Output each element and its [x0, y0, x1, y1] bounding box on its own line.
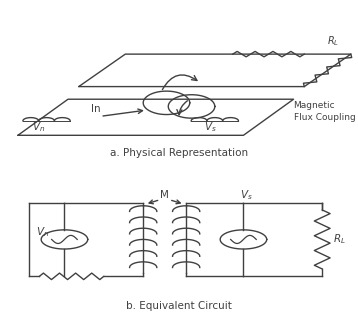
- Text: $V_s$: $V_s$: [204, 120, 217, 134]
- Text: Magnetic
Flux Coupling: Magnetic Flux Coupling: [294, 101, 355, 122]
- Text: $R_L$: $R_L$: [327, 34, 339, 48]
- Text: $V_n$: $V_n$: [36, 225, 49, 239]
- Text: $V_s$: $V_s$: [240, 188, 253, 202]
- Text: $R_L$: $R_L$: [333, 233, 346, 246]
- Text: a. Physical Representation: a. Physical Representation: [110, 148, 248, 158]
- Text: $\mathrm{In}$: $\mathrm{In}$: [90, 102, 100, 114]
- Text: b. Equivalent Circuit: b. Equivalent Circuit: [126, 301, 232, 311]
- Text: $V_n$: $V_n$: [32, 120, 45, 134]
- Text: M: M: [160, 190, 169, 200]
